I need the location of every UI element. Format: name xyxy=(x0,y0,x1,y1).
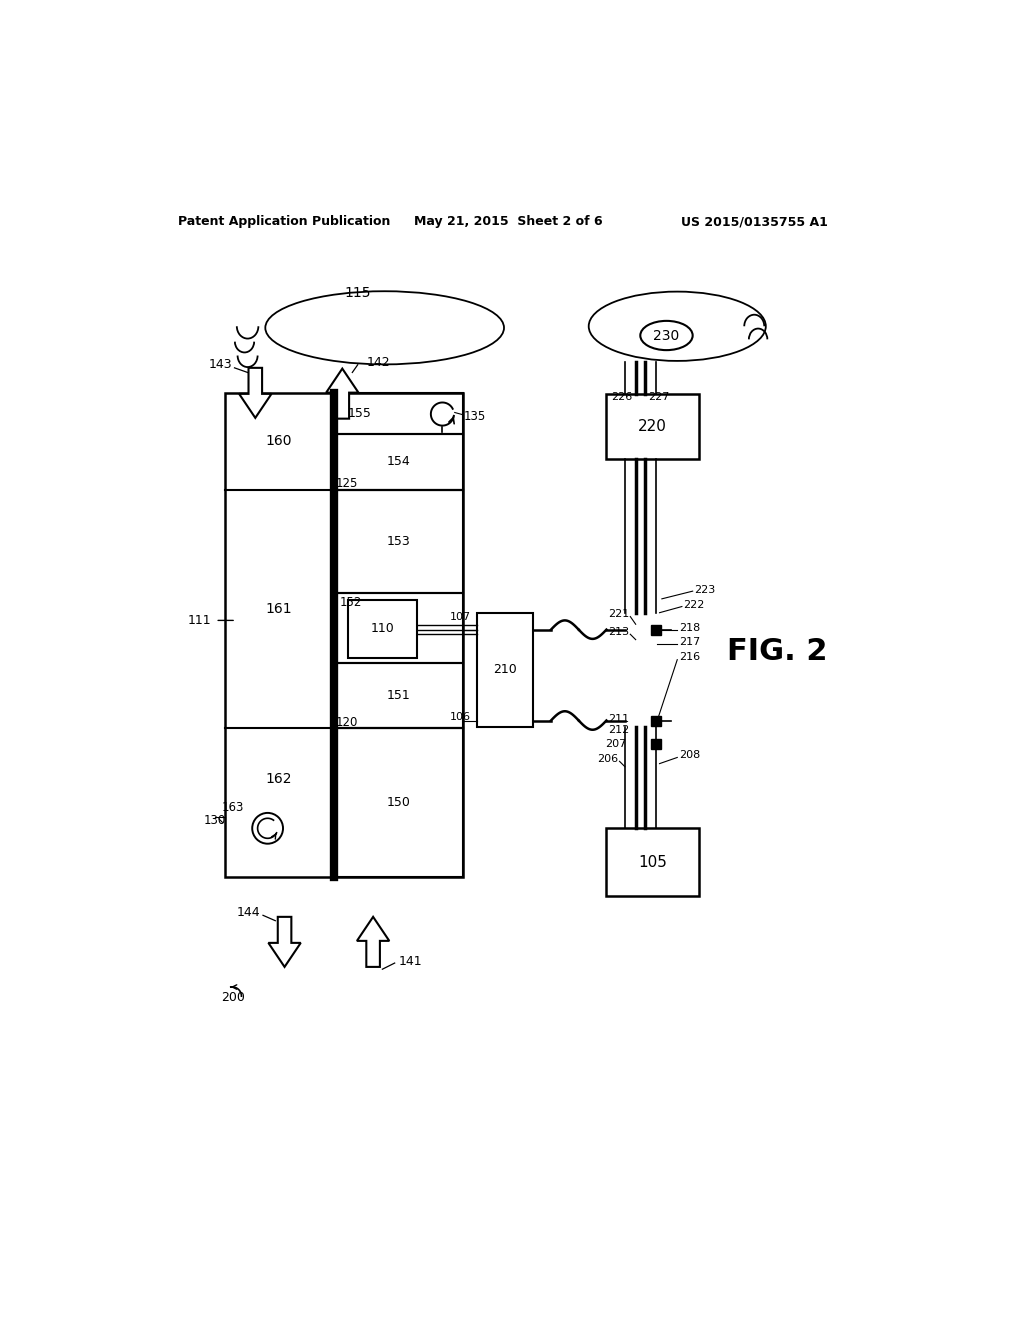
Text: 154: 154 xyxy=(387,455,411,469)
Bar xyxy=(224,393,463,876)
Polygon shape xyxy=(357,917,389,966)
Text: 152: 152 xyxy=(340,597,362,610)
Text: 160: 160 xyxy=(266,434,293,447)
Bar xyxy=(334,729,463,876)
Text: 217: 217 xyxy=(679,638,700,647)
Text: 223: 223 xyxy=(694,585,716,594)
Bar xyxy=(334,393,463,434)
Text: 110: 110 xyxy=(371,622,394,635)
Text: May 21, 2015  Sheet 2 of 6: May 21, 2015 Sheet 2 of 6 xyxy=(414,215,602,228)
Text: 143: 143 xyxy=(209,358,232,371)
Text: 206: 206 xyxy=(598,754,618,764)
Text: 130: 130 xyxy=(204,814,226,828)
Text: 221: 221 xyxy=(608,610,630,619)
Text: 222: 222 xyxy=(683,601,705,610)
Bar xyxy=(606,393,698,459)
Text: 151: 151 xyxy=(387,689,411,702)
Text: 162: 162 xyxy=(266,772,293,785)
Text: FIG. 2: FIG. 2 xyxy=(727,636,827,665)
Polygon shape xyxy=(268,917,301,966)
Ellipse shape xyxy=(640,321,692,350)
Text: 227: 227 xyxy=(648,392,670,403)
Text: 226: 226 xyxy=(611,392,633,403)
Text: 208: 208 xyxy=(679,750,700,760)
Text: 218: 218 xyxy=(679,623,700,634)
Text: 107: 107 xyxy=(450,612,471,622)
Bar xyxy=(334,594,463,663)
Bar xyxy=(334,490,463,594)
Circle shape xyxy=(252,813,283,843)
Text: 135: 135 xyxy=(464,409,486,422)
Text: US 2015/0135755 A1: US 2015/0135755 A1 xyxy=(681,215,827,228)
Text: Patent Application Publication: Patent Application Publication xyxy=(178,215,391,228)
Text: 230: 230 xyxy=(653,329,680,342)
Text: 212: 212 xyxy=(608,725,630,735)
Text: 150: 150 xyxy=(387,796,411,809)
Text: 142: 142 xyxy=(367,356,390,370)
Bar xyxy=(334,434,463,490)
Bar xyxy=(477,612,532,726)
Text: 141: 141 xyxy=(398,954,422,968)
Text: 105: 105 xyxy=(638,854,667,870)
Text: 120: 120 xyxy=(336,715,357,729)
Text: 153: 153 xyxy=(387,535,411,548)
Text: 155: 155 xyxy=(348,407,372,420)
Polygon shape xyxy=(240,368,271,418)
Text: 163: 163 xyxy=(222,801,245,814)
Text: 207: 207 xyxy=(605,739,627,748)
Text: 211: 211 xyxy=(608,714,630,723)
Text: 161: 161 xyxy=(266,602,293,616)
Text: 200: 200 xyxy=(221,991,246,1005)
Text: 216: 216 xyxy=(679,652,700,663)
Text: 220: 220 xyxy=(638,418,667,434)
Text: 213: 213 xyxy=(608,627,630,638)
Bar xyxy=(334,663,463,729)
Bar xyxy=(606,829,698,896)
Text: 111: 111 xyxy=(187,614,211,627)
Text: 115: 115 xyxy=(344,286,371,300)
Text: 210: 210 xyxy=(493,663,517,676)
Text: 125: 125 xyxy=(336,477,357,490)
Bar xyxy=(348,601,417,659)
Text: 106: 106 xyxy=(450,713,471,722)
Polygon shape xyxy=(326,368,358,418)
Text: 144: 144 xyxy=(237,907,260,920)
